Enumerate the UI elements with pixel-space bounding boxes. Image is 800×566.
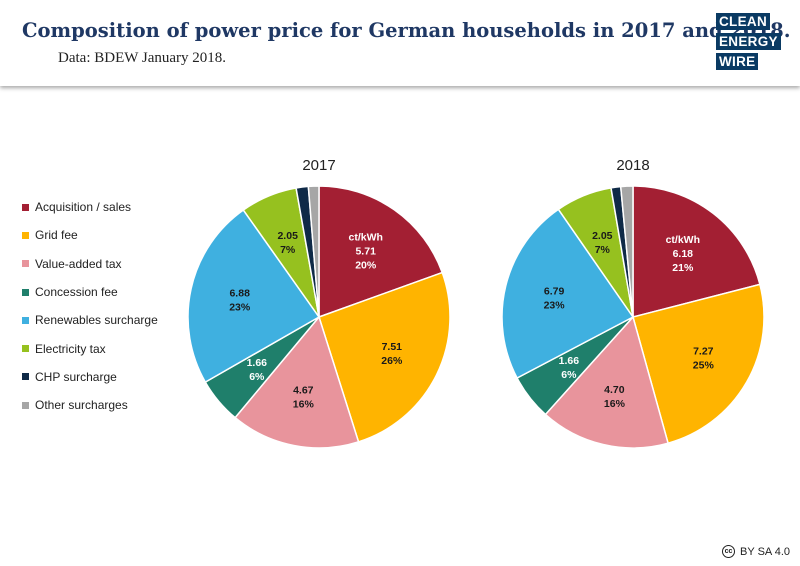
header-bar: Composition of power price for German ho… bbox=[0, 0, 800, 86]
cc-icon: cc bbox=[722, 545, 736, 558]
legend-item: Other surcharges bbox=[22, 391, 197, 419]
data-label: 23% bbox=[544, 300, 566, 312]
data-label: 6.88 bbox=[229, 288, 250, 300]
data-label: 2.05 bbox=[277, 230, 298, 242]
pie-slice bbox=[318, 185, 444, 319]
legend-label: Renewables surcharge bbox=[35, 313, 158, 328]
data-label: 6.79 bbox=[544, 286, 565, 298]
unit-label: ct/kWh bbox=[348, 232, 382, 244]
legend-label: CHP surcharge bbox=[35, 369, 117, 384]
data-label: 6% bbox=[249, 371, 265, 383]
data-label: 16% bbox=[293, 399, 315, 411]
legend-label: Acquisition / sales bbox=[35, 200, 132, 215]
pie-slice bbox=[632, 185, 761, 318]
pie-chart-2018: 2018 ct/kWh 6.18 21% 7.27 25% 4.70 16% 1.66 6% 6.7… bbox=[501, 157, 765, 449]
data-label: 23% bbox=[229, 302, 251, 314]
legend-item: Grid fee bbox=[22, 221, 197, 249]
legend-swatch bbox=[22, 260, 29, 268]
pie-slice bbox=[501, 208, 635, 380]
unit-label: ct/kWh bbox=[666, 234, 700, 246]
data-label: 20% bbox=[355, 260, 377, 272]
data-label: 7% bbox=[280, 244, 296, 256]
data-label: 6% bbox=[561, 369, 577, 381]
legend-swatch bbox=[22, 373, 29, 381]
pie-slice bbox=[187, 208, 321, 384]
license-footer: cc BY SA 4.0 bbox=[722, 545, 790, 558]
legend-item: Renewables surcharge bbox=[22, 306, 197, 334]
pie-slice bbox=[619, 185, 634, 318]
logo-line-1: CLEAN bbox=[716, 13, 770, 30]
data-label: 7% bbox=[595, 244, 611, 256]
license-text: BY SA 4.0 bbox=[740, 545, 790, 558]
legend-swatch bbox=[22, 231, 29, 239]
data-label: 1.66 bbox=[247, 357, 268, 369]
legend-swatch bbox=[22, 203, 29, 211]
logo-line-2: ENERGY bbox=[716, 33, 781, 50]
legend-label: Concession fee bbox=[35, 285, 118, 300]
pie-slice bbox=[632, 283, 765, 445]
legend-swatch bbox=[22, 316, 29, 324]
chart-title: Composition of power price for German ho… bbox=[22, 19, 791, 42]
pie-slice bbox=[318, 271, 451, 443]
data-label: 25% bbox=[693, 360, 715, 372]
pie-chart-2017: 2017 ct/kWh 5.71 20% 7.51 26% 4.67 16% 1.66 6% 6.8… bbox=[187, 157, 451, 449]
data-label: 2.05 bbox=[592, 230, 613, 242]
data-label: 21% bbox=[672, 262, 694, 274]
legend-swatch bbox=[22, 288, 29, 296]
legend-swatch bbox=[22, 345, 29, 353]
pie-slice bbox=[544, 315, 669, 449]
legend-item: CHP surcharge bbox=[22, 363, 197, 391]
legend-label: Electricity tax bbox=[35, 341, 106, 356]
legend-item: Acquisition / sales bbox=[22, 193, 197, 221]
legend-label: Other surcharges bbox=[35, 398, 128, 413]
data-label: 4.70 bbox=[604, 384, 625, 396]
pie-slice bbox=[234, 315, 360, 449]
data-label: 7.27 bbox=[693, 346, 714, 358]
legend-label: Grid fee bbox=[35, 228, 78, 243]
data-label: 7.51 bbox=[382, 341, 403, 353]
data-label: 4.67 bbox=[293, 385, 314, 397]
pie-slice bbox=[307, 185, 320, 318]
data-label: 6.18 bbox=[673, 248, 694, 260]
legend-item: Value-added tax bbox=[22, 250, 197, 278]
chart-subtitle: Data: BDEW January 2018. bbox=[58, 50, 227, 66]
clean-energy-wire-logo: CLEAN ENERGY WIRE bbox=[716, 13, 788, 73]
logo-line-3: WIRE bbox=[716, 53, 759, 70]
legend-swatch bbox=[22, 401, 29, 409]
pie-title: 2017 bbox=[302, 157, 335, 174]
legend-item: Electricity tax bbox=[22, 334, 197, 362]
legend: Acquisition / sales Grid fee Value-added… bbox=[22, 193, 197, 419]
legend-label: Value-added tax bbox=[35, 256, 122, 271]
data-label: 16% bbox=[604, 398, 626, 410]
data-label: 26% bbox=[381, 355, 403, 367]
data-label: 5.71 bbox=[355, 246, 376, 258]
data-label: 1.66 bbox=[559, 355, 580, 367]
pie-title: 2018 bbox=[616, 157, 649, 174]
legend-item: Concession fee bbox=[22, 278, 197, 306]
